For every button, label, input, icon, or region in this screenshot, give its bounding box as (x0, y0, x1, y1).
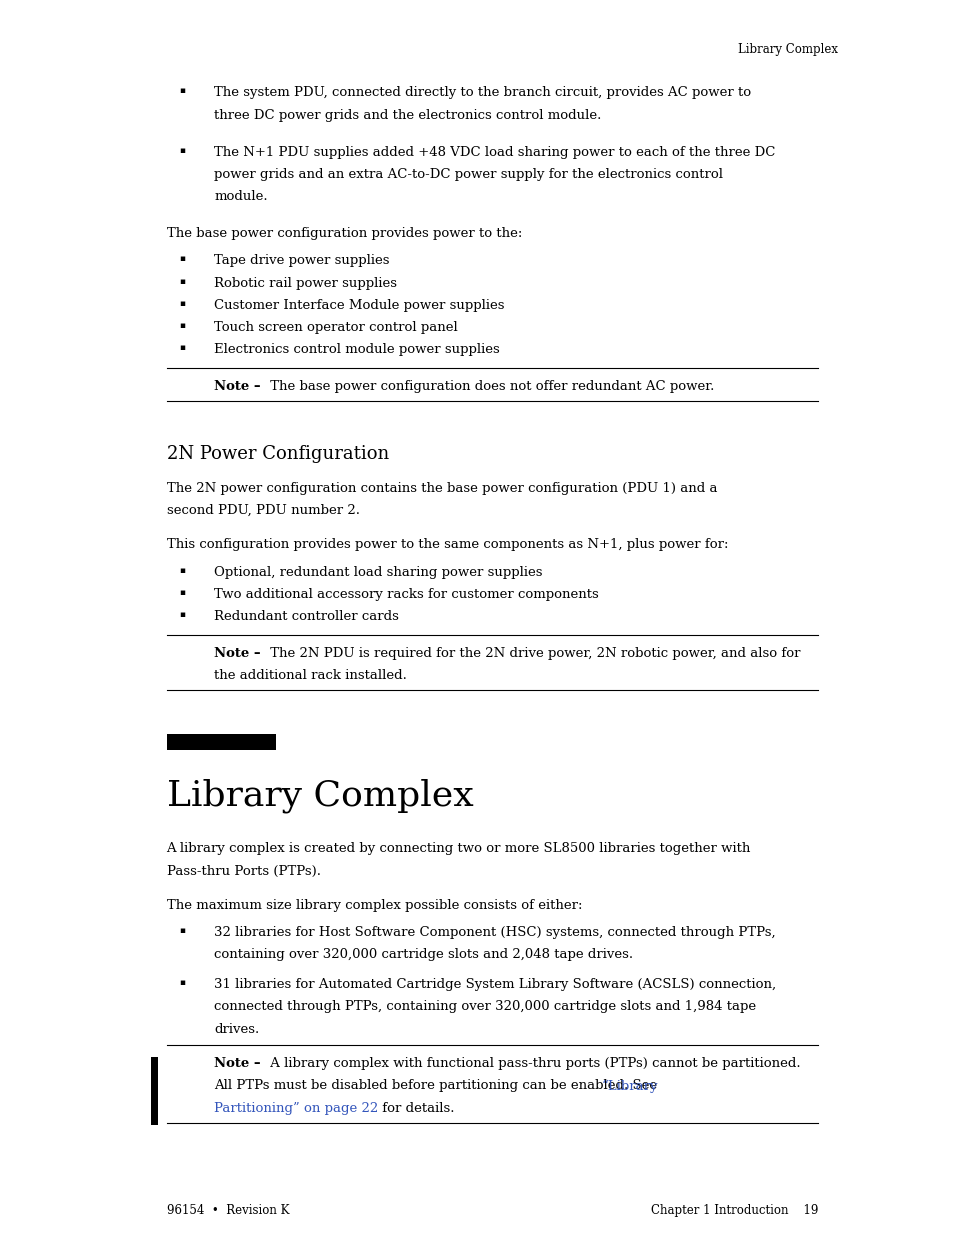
Text: ▪: ▪ (179, 299, 185, 308)
Text: for details.: for details. (377, 1102, 454, 1115)
Text: three DC power grids and the electronics control module.: three DC power grids and the electronics… (213, 109, 601, 122)
Text: second PDU, PDU number 2.: second PDU, PDU number 2. (167, 504, 359, 517)
Text: The maximum size library complex possible consists of either:: The maximum size library complex possibl… (167, 899, 581, 913)
Text: All PTPs must be disabled before partitioning can be enabled. See: All PTPs must be disabled before partiti… (213, 1079, 660, 1093)
Text: ▪: ▪ (179, 343, 185, 352)
Text: Tape drive power supplies: Tape drive power supplies (213, 254, 389, 268)
Text: power grids and an extra AC-to-DC power supply for the electronics control: power grids and an extra AC-to-DC power … (213, 168, 722, 182)
Text: Redundant controller cards: Redundant controller cards (213, 610, 398, 624)
Text: The base power configuration provides power to the:: The base power configuration provides po… (167, 227, 521, 241)
Text: Chapter 1 Introduction    19: Chapter 1 Introduction 19 (650, 1204, 818, 1218)
Text: ▪: ▪ (179, 926, 185, 935)
Text: Customer Interface Module power supplies: Customer Interface Module power supplies (213, 299, 504, 312)
Text: ▪: ▪ (179, 86, 185, 95)
Text: Note –: Note – (213, 1057, 260, 1071)
Text: Note –: Note – (213, 380, 260, 394)
Text: Partitioning” on page 22: Partitioning” on page 22 (213, 1102, 378, 1115)
Text: The system PDU, connected directly to the branch circuit, provides AC power to: The system PDU, connected directly to th… (213, 86, 750, 100)
Text: Pass-thru Ports (PTPs).: Pass-thru Ports (PTPs). (167, 864, 320, 878)
Text: ▪: ▪ (179, 588, 185, 597)
Text: ▪: ▪ (179, 277, 185, 285)
Text: module.: module. (213, 190, 268, 204)
Text: A library complex is created by connecting two or more SL8500 libraries together: A library complex is created by connecti… (167, 842, 750, 856)
Text: 32 libraries for Host Software Component (HSC) systems, connected through PTPs,: 32 libraries for Host Software Component… (213, 926, 775, 940)
Text: ▪: ▪ (179, 566, 185, 574)
Text: Note –: Note – (213, 647, 260, 661)
Text: Library Complex: Library Complex (167, 778, 473, 813)
Text: 31 libraries for Automated Cartridge System Library Software (ACSLS) connection,: 31 libraries for Automated Cartridge Sys… (213, 978, 776, 992)
Text: Robotic rail power supplies: Robotic rail power supplies (213, 277, 396, 290)
FancyBboxPatch shape (167, 734, 275, 750)
Text: ▪: ▪ (179, 978, 185, 987)
Text: ▪: ▪ (179, 610, 185, 619)
Text: Two additional accessory racks for customer components: Two additional accessory racks for custo… (213, 588, 598, 601)
Text: connected through PTPs, containing over 320,000 cartridge slots and 1,984 tape: connected through PTPs, containing over … (213, 1000, 756, 1014)
Text: ▪: ▪ (179, 146, 185, 154)
Text: ▪: ▪ (179, 254, 185, 263)
Text: Library Complex: Library Complex (737, 43, 837, 57)
FancyBboxPatch shape (152, 1057, 158, 1125)
Text: the additional rack installed.: the additional rack installed. (213, 669, 407, 683)
Text: The 2N power configuration contains the base power configuration (PDU 1) and a: The 2N power configuration contains the … (167, 482, 717, 495)
Text: containing over 320,000 cartridge slots and 2,048 tape drives.: containing over 320,000 cartridge slots … (213, 948, 633, 962)
Text: Touch screen operator control panel: Touch screen operator control panel (213, 321, 457, 335)
Text: Electronics control module power supplies: Electronics control module power supplie… (213, 343, 499, 357)
Text: The N+1 PDU supplies added +48 VDC load sharing power to each of the three DC: The N+1 PDU supplies added +48 VDC load … (213, 146, 775, 159)
Text: ▪: ▪ (179, 321, 185, 330)
Text: The base power configuration does not offer redundant AC power.: The base power configuration does not of… (266, 380, 714, 394)
Text: drives.: drives. (213, 1023, 259, 1036)
Text: This configuration provides power to the same components as N+1, plus power for:: This configuration provides power to the… (167, 538, 727, 552)
Text: The 2N PDU is required for the 2N drive power, 2N robotic power, and also for: The 2N PDU is required for the 2N drive … (266, 647, 801, 661)
Text: “Library: “Library (600, 1079, 658, 1093)
Text: 2N Power Configuration: 2N Power Configuration (167, 445, 389, 463)
Text: A library complex with functional pass-thru ports (PTPs) cannot be partitioned.: A library complex with functional pass-t… (266, 1057, 801, 1071)
Text: 96154  •  Revision K: 96154 • Revision K (167, 1204, 289, 1218)
Text: Optional, redundant load sharing power supplies: Optional, redundant load sharing power s… (213, 566, 542, 579)
